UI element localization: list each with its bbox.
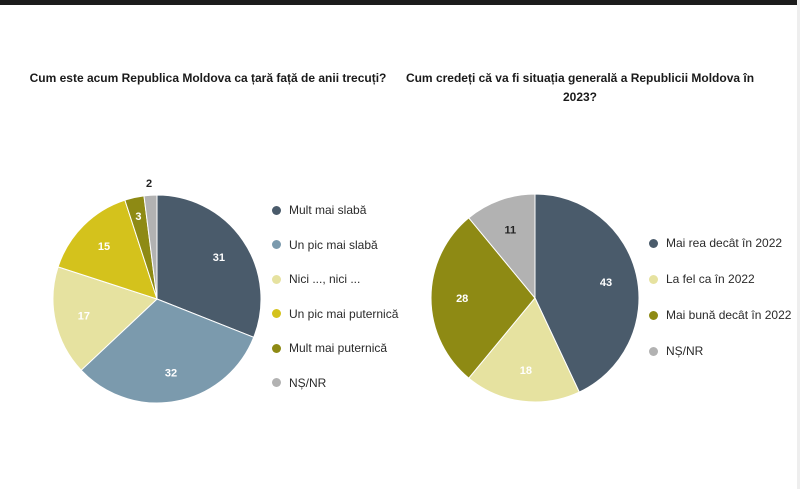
legend-label: Un pic mai slabă — [289, 237, 378, 252]
legend-label: Un pic mai puternică — [289, 306, 399, 321]
chart-2-title: Cum credeți că va fi situația generală a… — [405, 71, 755, 104]
pie-slice-mai-rea-dec-t-n-2022 — [534, 193, 640, 393]
legend-swatch — [272, 205, 281, 215]
right-edge — [797, 0, 800, 489]
legend-label: Mult mai slabă — [289, 203, 367, 217]
legend-item-la-fel-ca-n-2022: La fel ca în 2022 — [649, 272, 755, 286]
pie-slice-un-pic-mai-puternic — [57, 199, 158, 300]
legend-swatch — [272, 240, 281, 249]
legend-swatch — [272, 343, 281, 353]
legend-label: Mai rea decât în 2022 — [666, 236, 783, 250]
data-label-n-nr: 2 — [146, 178, 152, 190]
legend-label: Mult mai puternică — [289, 341, 388, 355]
legend-swatch — [649, 274, 658, 284]
pie-slice-n-nr — [468, 193, 536, 300]
legend-item-un-pic-mai-puternic: Un pic mai puternică — [272, 307, 398, 321]
data-label-mult-mai-slab: 31 — [213, 252, 225, 264]
legend-item-n-nr: NȘ/NR — [649, 344, 703, 358]
legend-swatch — [649, 238, 658, 248]
data-label-un-pic-mai-puternic: 15 — [98, 241, 110, 253]
legend-swatch — [272, 274, 281, 284]
legend-swatch — [272, 309, 281, 318]
legend-item-mai-rea-dec-t-n-2022: Mai rea decât în 2022 — [649, 236, 782, 250]
top-border — [0, 0, 800, 5]
legend-item-nici-nici: Nici ..., nici ... — [272, 272, 360, 286]
legend-label: NȘ/NR — [666, 344, 704, 358]
pie-slice-la-fel-ca-n-2022 — [468, 297, 580, 403]
legend-item-mai-bun-dec-t-n-2022: Mai bună decât în 2022 — [649, 308, 791, 322]
legend-item-n-nr: NȘ/NR — [272, 376, 326, 390]
data-label-un-pic-mai-slab: 32 — [165, 368, 177, 380]
legend-label: Mai bună decât în 2022 — [666, 308, 792, 322]
legend-label: Nici ..., nici ... — [289, 272, 361, 286]
pie-slice-mult-mai-slab — [156, 194, 262, 338]
data-label-mai-bun-dec-t-n-2022: 28 — [456, 293, 468, 305]
data-label-n-nr: 11 — [505, 225, 517, 237]
legend-item-un-pic-mai-slab: Un pic mai slabă — [272, 238, 378, 252]
data-label-mult-mai-puternic: 3 — [135, 211, 141, 223]
legend-swatch — [649, 310, 658, 320]
legend-label: NȘ/NR — [289, 375, 327, 390]
data-label-nici-nici: 17 — [78, 310, 90, 322]
data-label-la-fel-ca-n-2022: 18 — [520, 365, 532, 377]
pie-slice-n-nr — [143, 194, 158, 300]
data-label-mai-rea-dec-t-n-2022: 43 — [600, 277, 612, 289]
chart-1-title: Cum este acum Republica Moldova ca țară … — [29, 71, 387, 85]
legend-item-mult-mai-slab: Mult mai slabă — [272, 203, 366, 217]
legend-swatch — [649, 346, 658, 356]
pie-slice-mai-bun-dec-t-n-2022 — [430, 217, 536, 379]
legend-item-mult-mai-puternic: Mult mai puternică — [272, 341, 387, 355]
legend-label: La fel ca în 2022 — [666, 272, 755, 286]
pie-slice-un-pic-mai-slab — [80, 298, 255, 404]
pie-slice-nici-nici — [52, 266, 158, 371]
legend-swatch — [272, 378, 281, 387]
